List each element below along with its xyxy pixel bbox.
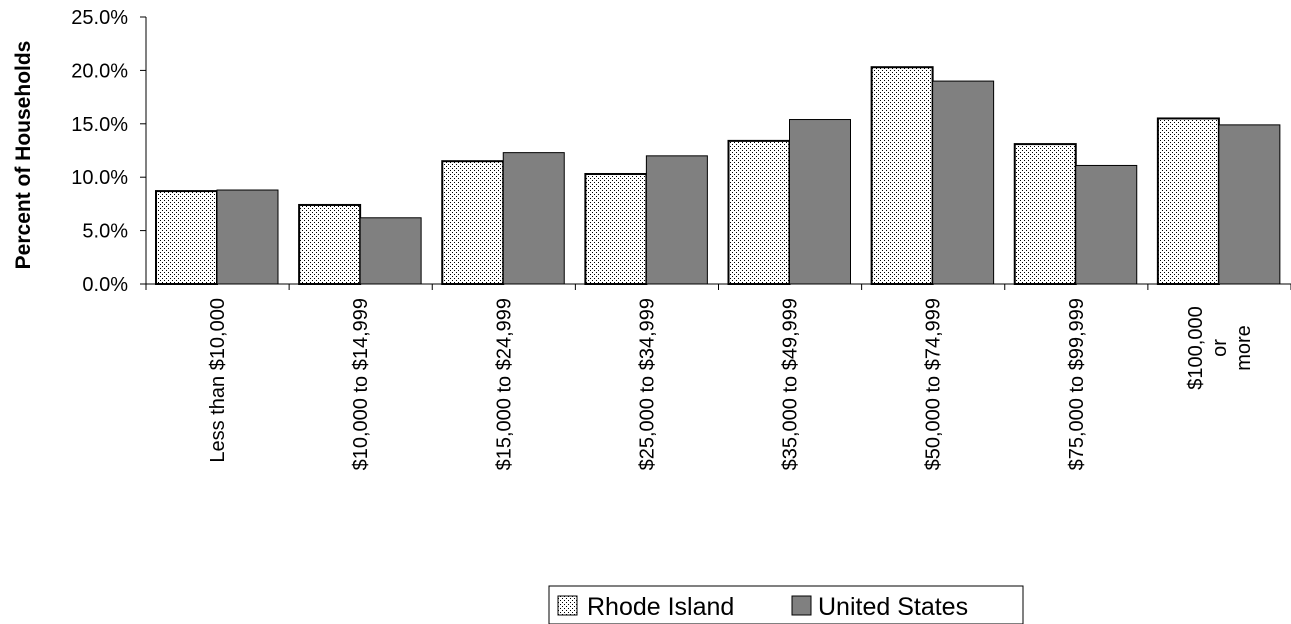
legend-label-rhode-island: Rhode Island — [587, 593, 734, 621]
y-tick-label: 5.0% — [82, 221, 128, 243]
bar-rhode-island — [1013, 143, 1077, 285]
y-tick-label: 20.0% — [71, 60, 128, 82]
bar-united-states — [789, 119, 851, 285]
x-tick-label: $35,000 to $49,999 — [780, 298, 802, 470]
x-tick-label: or — [1209, 339, 1231, 357]
bar-rhode-island — [441, 160, 505, 285]
x-tick-label: $50,000 to $74,999 — [923, 298, 945, 470]
y-tick-label: 10.0% — [71, 167, 128, 189]
bar-rhode-island — [870, 66, 934, 285]
bar-united-states — [359, 217, 422, 285]
y-tick-label: 15.0% — [71, 114, 128, 136]
bar-united-states — [1218, 124, 1281, 285]
bars — [155, 66, 1281, 285]
bar-rhode-island — [298, 203, 362, 285]
bar-united-states — [216, 189, 279, 285]
bar-rhode-island — [155, 190, 218, 285]
y-tick-label: 25.0% — [71, 7, 128, 29]
bar-united-states — [645, 155, 708, 285]
x-tick-label: $10,000 to $14,999 — [350, 298, 372, 470]
x-tick-label: $75,000 to $99,999 — [1066, 298, 1088, 470]
legend-box — [548, 585, 1024, 624]
bar-united-states — [1075, 164, 1138, 285]
x-tick-label: Less than $10,000 — [207, 298, 229, 463]
legend-swatch-rhode-island — [557, 595, 578, 616]
x-tick-label: $25,000 to $34,999 — [636, 298, 658, 470]
bar-united-states — [502, 152, 565, 285]
y-tick-label: 0.0% — [82, 274, 128, 296]
y-axis-title: Percent of Households — [12, 41, 35, 270]
bar-rhode-island — [584, 172, 648, 285]
x-tick-label: more — [1233, 325, 1255, 371]
y-tick-labels: 0.0% 5.0% 10.0% 15.0% 20.0% 25.0% — [71, 7, 128, 296]
bar-united-states — [932, 80, 995, 285]
legend-swatch-united-states — [791, 595, 812, 616]
x-tick-label: $100,000 — [1185, 306, 1207, 389]
bar-rhode-island — [727, 139, 791, 285]
legend: Rhode Island United States — [548, 585, 1024, 624]
x-tick-label: $15,000 to $24,999 — [493, 298, 515, 470]
x-tick-labels: Less than $10,000 $10,000 to $14,999 $15,0… — [207, 298, 1255, 470]
legend-label-united-states: United States — [818, 593, 968, 621]
bar-rhode-island — [1156, 117, 1220, 285]
